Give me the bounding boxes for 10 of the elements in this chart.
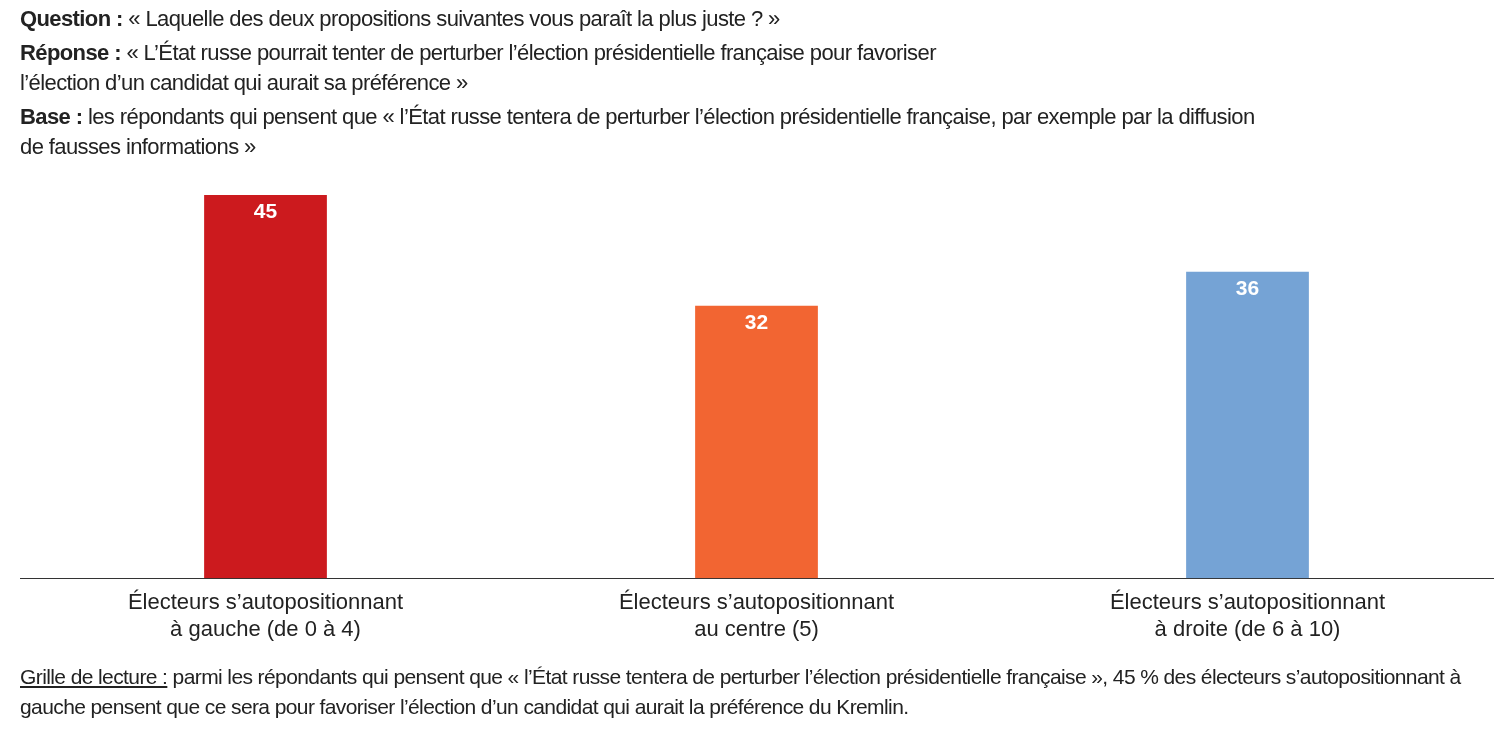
data-label: 32 — [744, 310, 769, 333]
x-tick-label: Électeurs s’autopositionnant à gauche (de 0 à 4) — [127, 589, 404, 641]
data-label: 36 — [1235, 275, 1260, 299]
text: Base : les répondants qui pensent que « l’État russe tentera de perturber l’élection présidentielle française, par exemple par la diffusion de fausses informations » — [20, 103, 1256, 161]
x-tick-label: Électeurs s’autopositionnant au centre (5) — [618, 589, 895, 641]
chart-title: Question : « Laquelle des deux propositions suivantes vous paraît la plus juste ? » — [20, 5, 781, 33]
x-tick-label: Électeurs s’autopositionnant à droite (de 6 à 10) — [1109, 589, 1386, 641]
data-label: 45 — [253, 199, 278, 223]
chart-subtitle: Réponse : « L’État russe pourrait tenter de perturber l’élection présidentielle française pour favoriser l’élection d’un candidat qui aurait sa préférence » — [20, 39, 938, 97]
text: Grille de lecture : parmi les répondants qui pensent que « l’État russe tentera de perturber l’élection présidentielle française », 45 % des électeurs s’autopositionnant à gauche pensent que ce sera pour favoriser l’élection d’un candidat qui aurait la préférence du Kremlin. — [20, 664, 1462, 720]
